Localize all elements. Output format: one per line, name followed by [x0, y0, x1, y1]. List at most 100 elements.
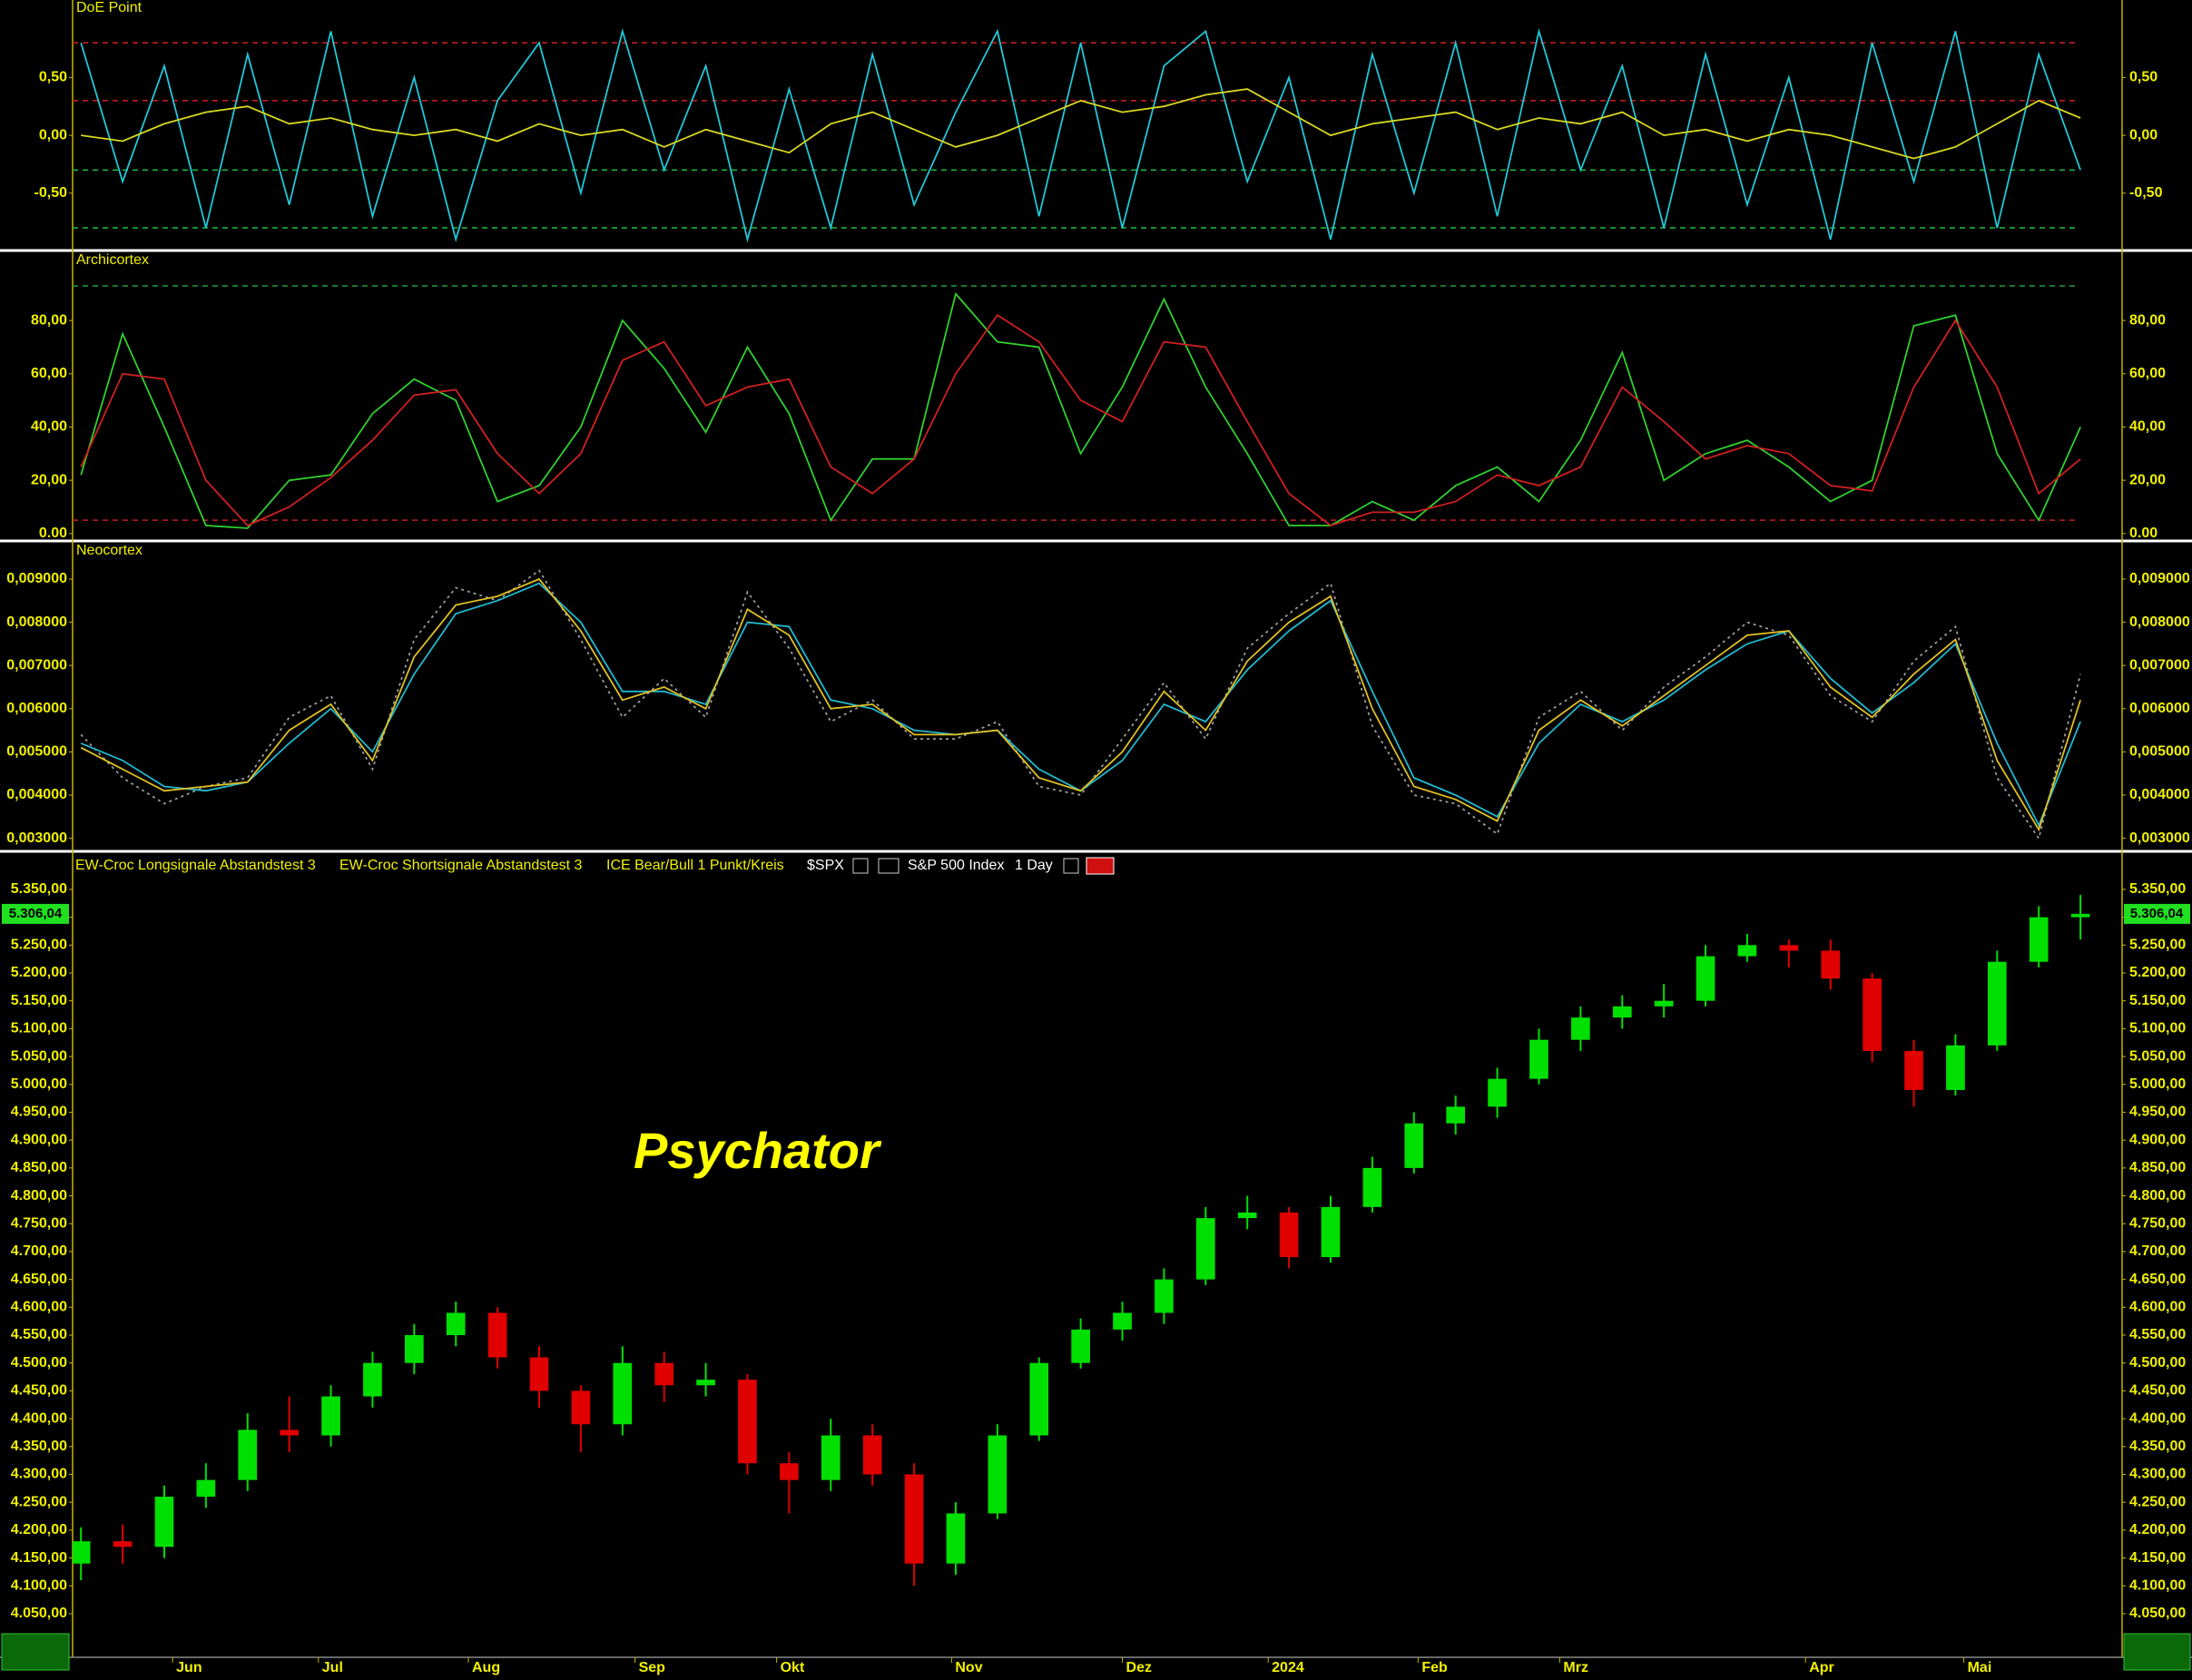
y-tick-label: 4.100,00: [11, 1577, 67, 1593]
candle-body: [1654, 1000, 1674, 1007]
candle-body: [280, 1429, 299, 1436]
y-tick-label: 4.600,00: [11, 1300, 67, 1315]
y-tick-label: 5.100,00: [11, 1021, 67, 1036]
candle-body: [1571, 1017, 1590, 1040]
candle-body: [1488, 1078, 1507, 1107]
last-value-box: [2, 903, 69, 924]
y-tick-label: 60,00: [2129, 366, 2166, 381]
candle-body: [1946, 1045, 1965, 1090]
candle-body: [1113, 1312, 1132, 1330]
candle-body: [1362, 1167, 1382, 1207]
y-tick-label: 4.250,00: [11, 1494, 67, 1509]
y-tick-label: 4.350,00: [2129, 1439, 2186, 1454]
y-tick-label: 4.400,00: [11, 1410, 67, 1426]
y-tick-label: 20,00: [31, 472, 67, 487]
legend-entry: EW-Croc Shortsignale Abstandstest 3: [339, 858, 582, 873]
candle-body: [862, 1435, 882, 1475]
y-tick-label: 4.300,00: [2129, 1467, 2186, 1482]
y-tick-label: 0,006000: [6, 701, 67, 716]
candle-body: [1029, 1362, 1049, 1436]
y-tick-label: 5.000,00: [11, 1076, 67, 1092]
candle-body: [363, 1362, 382, 1397]
indicator-line: [80, 313, 2081, 527]
candle-body: [1987, 961, 2007, 1046]
y-tick-label: 4.050,00: [2129, 1606, 2186, 1621]
candle-body: [1446, 1106, 1466, 1124]
y-tick-label: 60,00: [31, 366, 67, 381]
y-tick-label: 0,005000: [2129, 744, 2190, 760]
y-tick-label: 4.450,00: [2129, 1383, 2186, 1399]
candle-body: [1321, 1206, 1341, 1258]
candle-body: [405, 1335, 424, 1363]
candle-body: [738, 1380, 757, 1464]
candle-body: [73, 1541, 91, 1564]
y-tick-label: 4.450,00: [11, 1383, 67, 1399]
interval: 1 Day: [1015, 858, 1053, 873]
y-tick-label: 80,00: [2129, 312, 2166, 328]
y-tick-label: 5.100,00: [2129, 1021, 2186, 1036]
x-tick-label: Nov: [955, 1660, 982, 1675]
status-box: [1, 1633, 70, 1671]
dropdown[interactable]: [878, 858, 899, 874]
candle-body: [446, 1312, 466, 1336]
candle-body: [904, 1474, 924, 1564]
status-box: [2123, 1633, 2191, 1671]
y-tick-label: 5.350,00: [11, 881, 67, 897]
y-tick-label: 4.750,00: [2129, 1215, 2186, 1231]
candle-body: [571, 1390, 591, 1425]
candle-body: [529, 1357, 549, 1391]
candle-body: [487, 1312, 507, 1358]
candle-body: [2070, 913, 2090, 918]
y-tick-label: 80,00: [31, 312, 67, 328]
panel: [73, 27, 2081, 243]
y-tick-label: 0,006000: [2129, 701, 2190, 716]
candle-body: [1863, 978, 1882, 1051]
y-tick-label: 5.250,00: [2129, 938, 2186, 953]
candle-body: [196, 1479, 216, 1498]
y-tick-label: 4.850,00: [11, 1160, 67, 1175]
candle-body: [1404, 1123, 1424, 1168]
candle-body: [238, 1429, 258, 1480]
instrument: S&P 500 Index: [908, 858, 1004, 873]
candle-body: [1612, 1006, 1632, 1018]
dropdown[interactable]: [852, 858, 869, 874]
candle-body: [1279, 1212, 1299, 1258]
y-tick-label: 40,00: [31, 419, 67, 435]
y-tick-label: 0,00: [2129, 127, 2158, 142]
y-tick-label: 4.950,00: [11, 1105, 67, 1120]
last-value-box: [2124, 903, 2190, 924]
y-tick-label: 5.050,00: [2129, 1048, 2186, 1064]
y-tick-label: 4.700,00: [2129, 1243, 2186, 1259]
candle-body: [988, 1435, 1008, 1514]
y-tick-label: 20,00: [2129, 472, 2166, 487]
candle-body: [1529, 1039, 1548, 1079]
y-tick-label: 5.250,00: [11, 938, 67, 953]
candle-body: [1071, 1329, 1090, 1363]
candle-body: [2029, 917, 2049, 962]
dropdown[interactable]: [1063, 858, 1079, 874]
panel: [80, 569, 2081, 840]
button[interactable]: [1086, 857, 1115, 875]
candle-body: [1821, 950, 1841, 979]
x-tick-label: Sep: [639, 1660, 666, 1675]
y-tick-label: -0,50: [2129, 185, 2163, 201]
y-tick-label: 5.200,00: [11, 965, 67, 980]
y-tick-label: 5.000,00: [2129, 1076, 2186, 1092]
y-tick-label: 0,004000: [2129, 787, 2190, 802]
y-tick-label: 5.200,00: [2129, 965, 2186, 980]
panel: [73, 895, 2090, 1587]
y-tick-label: 4.500,00: [2129, 1355, 2186, 1371]
y-tick-label: 0,003000: [6, 830, 67, 846]
y-tick-label: 4.500,00: [11, 1355, 67, 1371]
x-tick-label: Jun: [176, 1660, 202, 1675]
y-tick-label: 4.700,00: [11, 1243, 67, 1259]
symbol: $SPX: [807, 858, 844, 873]
y-tick-label: 4.250,00: [2129, 1494, 2186, 1509]
x-tick-label: Aug: [472, 1660, 500, 1675]
x-tick-label: Feb: [1421, 1660, 1448, 1675]
indicator-line: [80, 577, 2081, 832]
y-tick-label: 0,50: [2129, 70, 2158, 85]
y-tick-label: 5.050,00: [11, 1048, 67, 1064]
y-tick-label: 0,007000: [6, 657, 67, 673]
indicator-line: [80, 27, 2081, 243]
